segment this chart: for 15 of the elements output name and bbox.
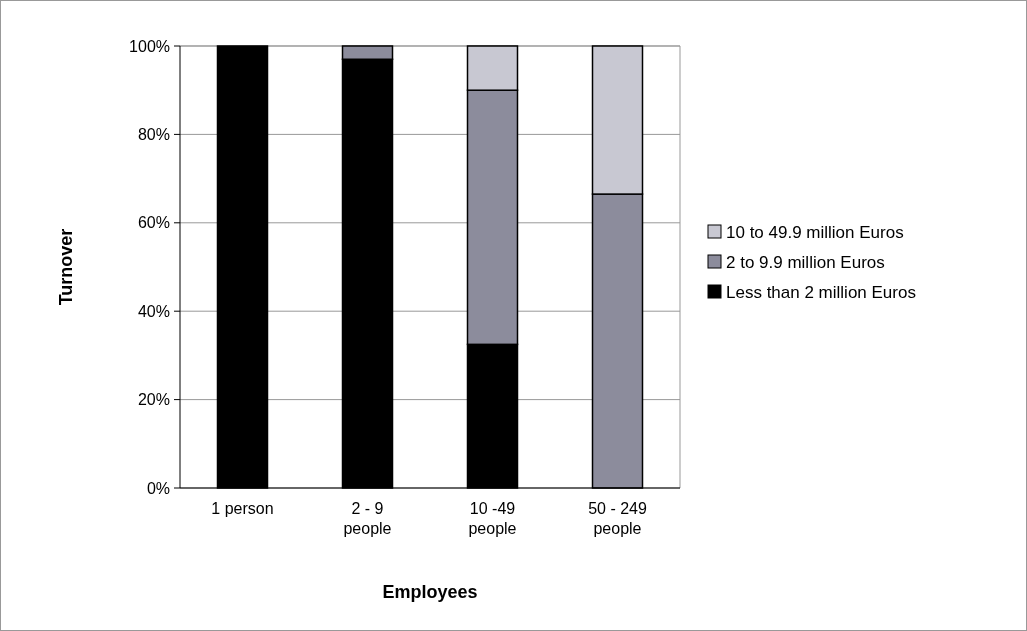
y-tick-label: 0%	[146, 479, 170, 497]
legend-label: Less than 2 million Euros	[726, 282, 916, 302]
y-tick-label: 20%	[137, 391, 170, 409]
legend-label: 10 to 49.9 million Euros	[726, 222, 904, 242]
x-tick-label: 1 person	[211, 500, 274, 517]
x-tick-label: 2 - 9 people	[343, 500, 392, 537]
y-axis-title: Turnover	[56, 228, 76, 306]
legend-label: 2 to 9.9 million Euros	[726, 252, 885, 272]
x-tick-label: 50 - 249 people	[588, 500, 647, 537]
y-tick-label: 60%	[137, 214, 170, 232]
y-tick-label: 80%	[137, 126, 170, 143]
x-axis-title: Employees	[382, 582, 478, 602]
y-tick-label: 40%	[137, 302, 170, 320]
y-tick-label: 100%	[129, 37, 170, 55]
x-tick-label: 10 -49 people	[468, 500, 517, 537]
